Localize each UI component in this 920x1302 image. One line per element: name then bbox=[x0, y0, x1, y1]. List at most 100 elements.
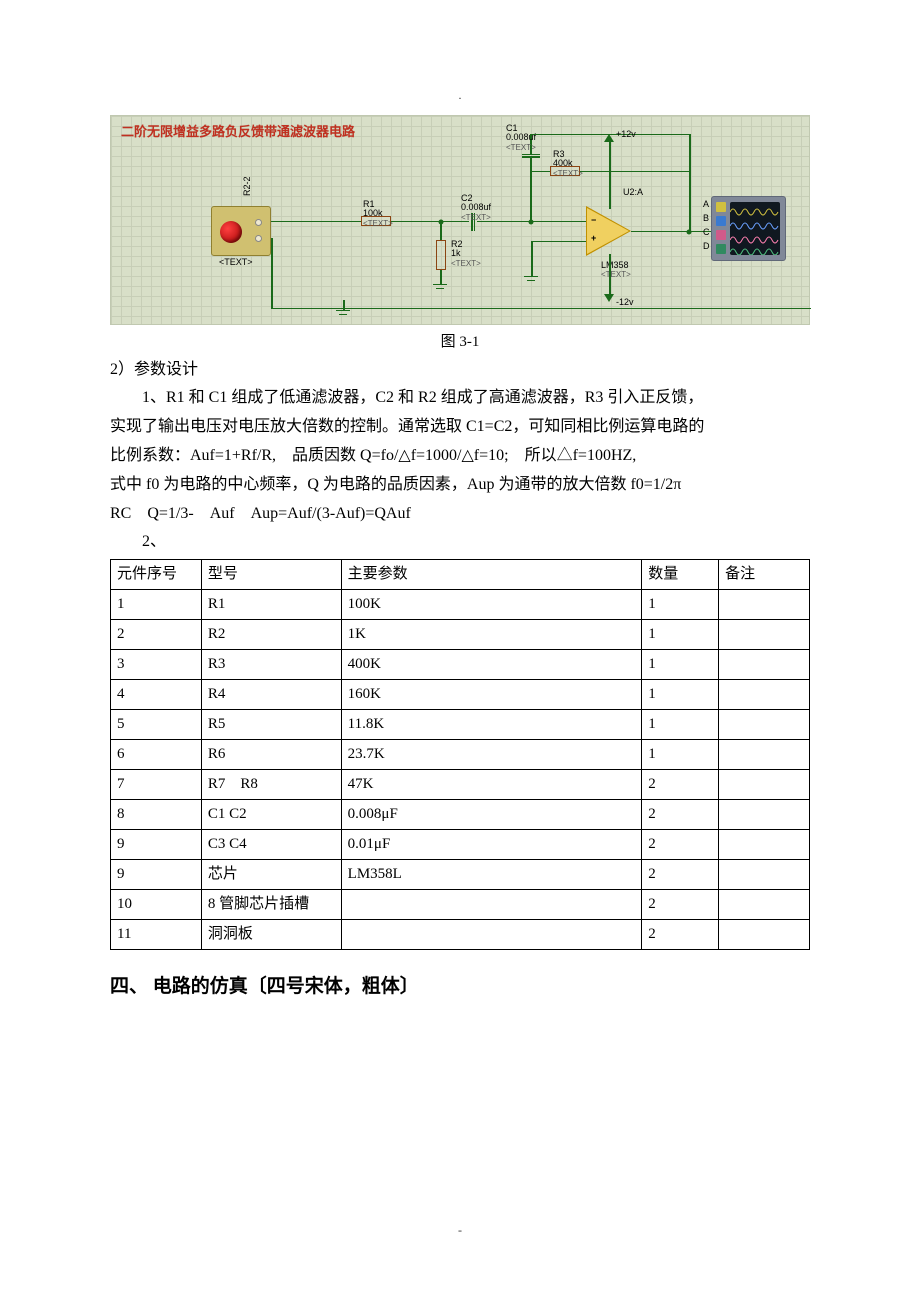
table-cell: 400K bbox=[341, 650, 642, 680]
table-row: 1R1100K1 bbox=[111, 590, 810, 620]
oscilloscope bbox=[711, 196, 786, 261]
waveform-icon bbox=[730, 202, 780, 255]
wire bbox=[391, 221, 441, 223]
table-cell bbox=[719, 680, 810, 710]
table-cell bbox=[719, 800, 810, 830]
table-cell: 2 bbox=[642, 830, 719, 860]
table-cell: 1 bbox=[642, 680, 719, 710]
c2-sub: <TEXT> bbox=[461, 213, 491, 222]
ground-icon bbox=[336, 310, 350, 320]
u2-model-text: LM358 bbox=[601, 260, 629, 270]
r3-value: 400k bbox=[553, 158, 573, 168]
opamp-minus: − bbox=[591, 216, 596, 226]
col-header: 备注 bbox=[719, 560, 810, 590]
table-cell: 2 bbox=[111, 620, 202, 650]
table-cell: 1 bbox=[642, 650, 719, 680]
table-cell: 47K bbox=[341, 770, 642, 800]
table-cell: 4 bbox=[111, 680, 202, 710]
bom-table: 元件序号 型号 主要参数 数量 备注 1R1100K12R21K13R3400K… bbox=[110, 559, 810, 950]
table-row: 5R511.8K1 bbox=[111, 710, 810, 740]
r3-sub: <TEXT> bbox=[553, 169, 583, 178]
table-cell: 1 bbox=[642, 590, 719, 620]
table-cell: 1 bbox=[642, 620, 719, 650]
source-knob bbox=[220, 221, 242, 243]
wire bbox=[609, 140, 611, 192]
table-cell bbox=[719, 590, 810, 620]
table-cell: 6 bbox=[111, 740, 202, 770]
table-cell: R4 bbox=[201, 680, 341, 710]
r1-name: R1 bbox=[363, 199, 375, 209]
table-cell bbox=[341, 890, 642, 920]
table-cell: 2 bbox=[642, 860, 719, 890]
c1-label: C1 0.008uf <TEXT> bbox=[506, 124, 536, 154]
wire bbox=[440, 222, 442, 240]
table-cell: 1K bbox=[341, 620, 642, 650]
table-cell: 洞洞板 bbox=[201, 920, 341, 950]
table-cell: 2 bbox=[642, 770, 719, 800]
wire bbox=[343, 300, 345, 310]
table-cell: R3 bbox=[201, 650, 341, 680]
paragraph-line: 实现了输出电压对电压放大倍数的控制。通常选取 C1=C2，可知同相比例运算电路的 bbox=[110, 413, 810, 442]
table-cell bbox=[719, 860, 810, 890]
section2-title: 2）参数设计 bbox=[110, 356, 810, 385]
r2-value: 1k bbox=[451, 248, 461, 258]
arrow-up-icon bbox=[604, 134, 614, 142]
paragraph-line: 1、R1 和 C1 组成了低通滤波器，C2 和 R2 组成了高通滤波器，R3 引… bbox=[110, 384, 810, 413]
table-cell bbox=[341, 920, 642, 950]
table-row: 2R21K1 bbox=[111, 620, 810, 650]
source-jack bbox=[255, 235, 262, 242]
col-header: 元件序号 bbox=[111, 560, 202, 590]
r1-value: 100k bbox=[363, 208, 383, 218]
r1-label: R1 100k <TEXT> bbox=[363, 200, 393, 230]
scope-port-c bbox=[716, 230, 726, 240]
table-row: 11洞洞板 2 bbox=[111, 920, 810, 950]
table-cell: R5 bbox=[201, 710, 341, 740]
c2-value: 0.008uf bbox=[461, 202, 491, 212]
table-cell: 8 bbox=[111, 800, 202, 830]
table-cell: 1 bbox=[642, 740, 719, 770]
table-row: 8C1 C20.008μF2 bbox=[111, 800, 810, 830]
signal-source bbox=[211, 206, 271, 256]
table-cell: 160K bbox=[341, 680, 642, 710]
wire bbox=[271, 308, 811, 310]
table-cell: 23.7K bbox=[341, 740, 642, 770]
table-cell: C3 C4 bbox=[201, 830, 341, 860]
table-cell: 2 bbox=[642, 800, 719, 830]
table-cell: LM358L bbox=[341, 860, 642, 890]
section-heading-4: 四、 电路的仿真〔四号宋体，粗体〕 bbox=[110, 970, 810, 1004]
table-cell: 芯片 bbox=[201, 860, 341, 890]
wire bbox=[609, 191, 611, 209]
wire bbox=[271, 238, 273, 308]
table-cell: 2 bbox=[642, 920, 719, 950]
table-cell: 100K bbox=[341, 590, 642, 620]
source-label: R2-2 bbox=[243, 176, 253, 196]
table-cell: 11 bbox=[111, 920, 202, 950]
wire bbox=[580, 171, 690, 173]
table-row: 6R623.7K1 bbox=[111, 740, 810, 770]
table-cell bbox=[719, 650, 810, 680]
col-header: 型号 bbox=[201, 560, 341, 590]
table-cell: C1 C2 bbox=[201, 800, 341, 830]
table-cell: 0.008μF bbox=[341, 800, 642, 830]
table-cell: 7 bbox=[111, 770, 202, 800]
source-jack bbox=[255, 219, 262, 226]
table-cell: R2 bbox=[201, 620, 341, 650]
table-cell: R6 bbox=[201, 740, 341, 770]
table-cell bbox=[719, 710, 810, 740]
r3-label: R3 400k <TEXT> bbox=[553, 150, 583, 180]
r2-sub: <TEXT> bbox=[451, 259, 481, 268]
u2-sub: <TEXT> bbox=[601, 270, 631, 279]
table-cell bbox=[719, 920, 810, 950]
table-row: 3R3400K1 bbox=[111, 650, 810, 680]
table-cell: 8 管脚芯片插槽 bbox=[201, 890, 341, 920]
scope-port-d bbox=[716, 244, 726, 254]
wire bbox=[440, 270, 442, 284]
c2-label: C2 0.008uf <TEXT> bbox=[461, 194, 491, 224]
source-sub: <TEXT> bbox=[219, 258, 253, 268]
wire bbox=[271, 221, 361, 223]
u2-label: U2:A bbox=[623, 188, 643, 198]
table-header-row: 元件序号 型号 主要参数 数量 备注 bbox=[111, 560, 810, 590]
table-row: 7R7 R847K2 bbox=[111, 770, 810, 800]
table-row: 4R4160K1 bbox=[111, 680, 810, 710]
wire bbox=[531, 241, 586, 243]
